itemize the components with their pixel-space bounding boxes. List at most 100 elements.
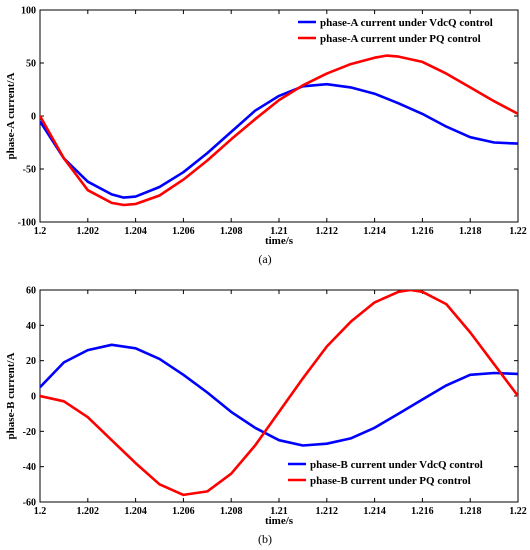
data-point xyxy=(397,102,400,105)
data-point xyxy=(122,196,125,199)
chart-b: 1.2 1.202 1.204 1.206 1.208 1.21 1.212 1.214 1.2… xyxy=(5,286,527,547)
data-point xyxy=(182,374,185,376)
data-point xyxy=(469,374,472,376)
data-point xyxy=(445,72,448,75)
y-tick-label: 60 xyxy=(26,286,36,297)
data-point xyxy=(409,290,412,291)
data-point xyxy=(349,63,352,65)
data-point xyxy=(326,72,328,75)
x-tick-label: 1.214 xyxy=(363,506,386,517)
x-tick-label: 1.212 xyxy=(316,506,339,517)
x-tick-label: 1.202 xyxy=(77,506,100,517)
y-tick-label: -100 xyxy=(18,218,36,229)
y-tick-label: 50 xyxy=(26,59,36,70)
legend: phase-B current under VdcQ control phase-… xyxy=(288,459,483,487)
data-point xyxy=(230,138,232,141)
data-point xyxy=(349,86,352,89)
data-point xyxy=(206,159,209,162)
data-point xyxy=(40,386,41,388)
data-point xyxy=(421,398,424,401)
data-point xyxy=(254,427,256,429)
y-tick-label: 0 xyxy=(31,392,36,403)
data-point xyxy=(87,180,89,183)
data-point xyxy=(40,395,41,397)
data-point xyxy=(469,86,472,89)
data-point xyxy=(373,301,376,304)
x-axis-label: time/s xyxy=(265,235,294,247)
legend: phase-A current under VdcQ control phase-… xyxy=(298,17,493,45)
x-tick-label: 1.208 xyxy=(220,506,243,517)
y-tick-label: -60 xyxy=(23,498,36,509)
y-tick-label: -20 xyxy=(23,427,36,438)
legend-label: phase-A current under PQ control xyxy=(320,33,481,45)
data-point xyxy=(87,349,89,351)
data-point xyxy=(445,125,448,128)
x-tick-label: 1.206 xyxy=(172,506,195,517)
data-point xyxy=(230,472,232,475)
data-point xyxy=(230,131,232,133)
x-tick-label: 1.204 xyxy=(124,506,147,517)
data-point xyxy=(278,95,280,97)
data-point xyxy=(397,291,400,293)
data-point xyxy=(493,100,495,102)
data-point xyxy=(397,55,400,58)
data-point xyxy=(110,193,113,196)
legend-label: phase-A current under VdcQ control xyxy=(320,17,493,29)
x-tick-label: 1.21 xyxy=(270,226,288,237)
data-point xyxy=(517,395,518,397)
data-point xyxy=(385,54,388,57)
data-point xyxy=(326,442,328,445)
data-point xyxy=(158,483,161,486)
data-point xyxy=(349,437,352,440)
y-tick-label: 20 xyxy=(26,356,36,367)
x-tick-label: 1.2 xyxy=(34,226,47,237)
data-point xyxy=(397,412,400,415)
x-tick-label: 1.216 xyxy=(411,226,434,237)
data-point xyxy=(373,92,376,95)
x-tick-label: 1.22 xyxy=(509,226,527,237)
data-point xyxy=(302,84,304,87)
legend-label: phase-B current under PQ control xyxy=(310,475,471,487)
data-point xyxy=(110,344,113,346)
x-tick-label: 1.21 xyxy=(270,506,288,517)
data-point xyxy=(326,83,328,85)
data-point xyxy=(182,171,185,173)
data-point xyxy=(134,203,137,205)
data-point xyxy=(63,361,65,364)
y-tick-label: 40 xyxy=(26,321,36,332)
figure-caption: (b) xyxy=(258,532,272,546)
data-point xyxy=(158,186,161,188)
data-point xyxy=(278,99,280,101)
y-axis-label: phase-B current/A xyxy=(5,353,17,440)
x-axis-label: time/s xyxy=(265,515,294,527)
x-tick-label: 1.218 xyxy=(459,226,482,237)
y-tick-label: -50 xyxy=(23,165,36,176)
data-point xyxy=(493,372,495,374)
data-point xyxy=(517,373,518,375)
data-point xyxy=(445,384,448,387)
y-axis-label: phase-A current/A xyxy=(5,73,17,160)
y-tick-label: -40 xyxy=(23,462,36,473)
data-point xyxy=(254,444,256,447)
data-point xyxy=(469,331,472,334)
data-point xyxy=(421,291,424,293)
chart-a: 1.2 1.202 1.204 1.206 1.208 1.21 1.212 1.214 1.2… xyxy=(5,6,527,267)
data-point xyxy=(134,195,137,198)
data-point xyxy=(158,358,161,360)
data-point xyxy=(445,303,448,305)
data-point xyxy=(349,321,352,323)
data-point xyxy=(182,178,185,181)
x-tick-label: 1.204 xyxy=(124,226,147,237)
x-tick-label: 1.2 xyxy=(34,506,47,517)
data-point xyxy=(122,204,125,206)
x-tick-label: 1.214 xyxy=(363,226,386,237)
data-point xyxy=(134,462,137,464)
data-point xyxy=(517,142,518,145)
data-point xyxy=(206,490,209,493)
data-point xyxy=(206,152,209,154)
data-point xyxy=(254,109,256,112)
legend-label: phase-B current under VdcQ control xyxy=(310,459,483,471)
data-point xyxy=(469,136,472,138)
data-point xyxy=(63,400,65,403)
series-line-pq xyxy=(40,54,518,207)
